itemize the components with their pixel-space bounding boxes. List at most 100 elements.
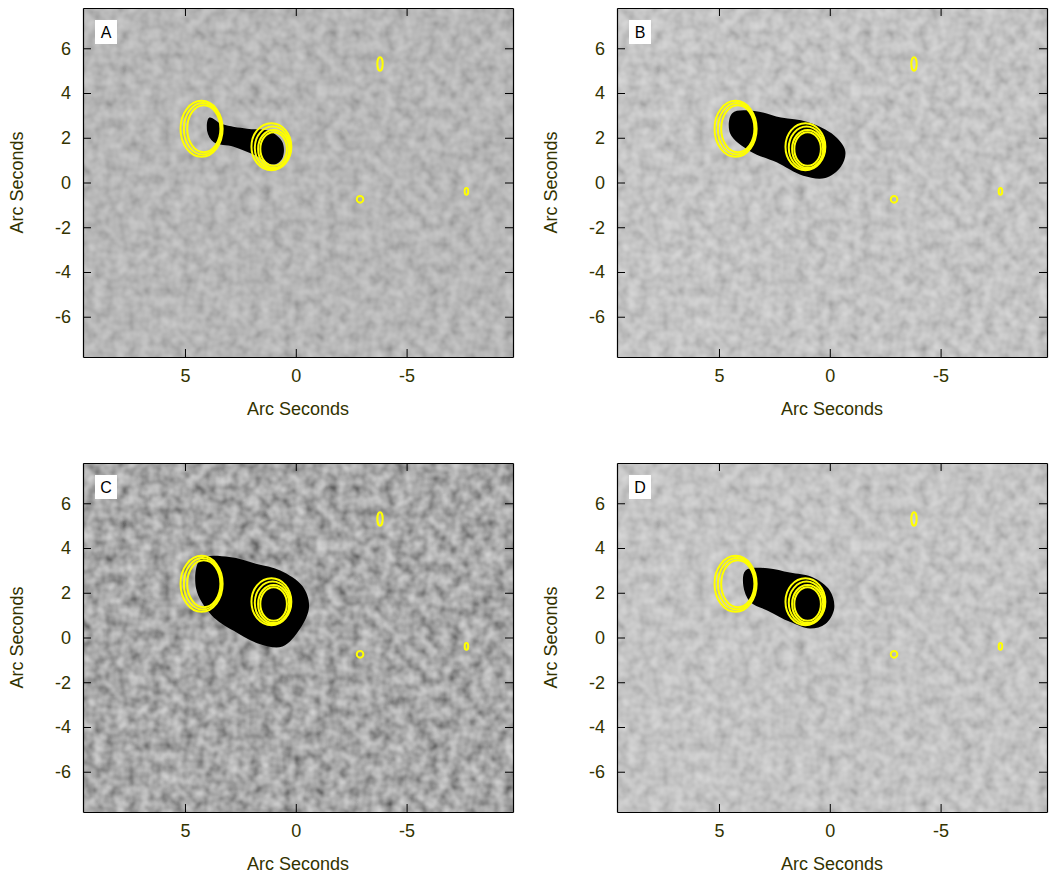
- axis-line: [618, 463, 1048, 464]
- tick-label: 4: [595, 83, 605, 103]
- tick-mark: [83, 548, 91, 549]
- tick-mark: [505, 272, 513, 273]
- tick-label: 0: [291, 821, 301, 841]
- tick-mark: [719, 349, 720, 357]
- tick-mark: [719, 804, 720, 812]
- tick: [505, 227, 513, 228]
- tick: [505, 93, 513, 94]
- contour: [377, 512, 382, 525]
- axis-line: [618, 357, 1048, 358]
- tick-mark: [407, 349, 408, 357]
- y-axis-title: Arc Seconds: [541, 586, 561, 688]
- tick: [505, 317, 513, 318]
- tick-mark: [617, 593, 625, 594]
- tick: [1039, 638, 1047, 639]
- tick: [719, 8, 720, 16]
- tick-mark: [1039, 682, 1047, 683]
- tick-label: -5: [399, 366, 415, 386]
- tick-mark: [407, 804, 408, 812]
- contour: [721, 560, 754, 607]
- axis-line: [618, 8, 1048, 9]
- x-axis-title: Arc Seconds: [247, 854, 349, 874]
- panel: 50-5-6-4-20246Arc SecondsArc SecondsB: [541, 8, 1048, 419]
- tick-label: 0: [825, 366, 835, 386]
- tick-label: -2: [589, 218, 605, 238]
- panel-label: A: [101, 24, 112, 41]
- tick-mark: [83, 138, 91, 139]
- tick-mark: [505, 638, 513, 639]
- panel-label-patch: [629, 20, 651, 44]
- tick-mark: [83, 183, 91, 184]
- tick: [1039, 593, 1047, 594]
- x-axis-top: [618, 463, 1048, 471]
- tick-mark: [1039, 48, 1047, 49]
- tick-mark: [1039, 503, 1047, 504]
- tick: 5: [714, 804, 724, 841]
- tick-mark: [617, 548, 625, 549]
- y-axis-right: [1039, 9, 1048, 358]
- y-axis: -6-4-20246: [589, 9, 625, 358]
- tick-label: -6: [55, 307, 71, 327]
- tick: -6: [55, 762, 91, 782]
- panel-label-group: D: [629, 475, 651, 499]
- tick-mark: [941, 8, 942, 16]
- tick: -4: [55, 262, 91, 282]
- contour: [999, 188, 1003, 195]
- tick: -2: [589, 218, 625, 238]
- tick-mark: [830, 463, 831, 471]
- contour: [181, 556, 223, 612]
- tick-mark: [617, 183, 625, 184]
- tick: 0: [61, 173, 91, 193]
- tick: 2: [61, 128, 91, 148]
- tick: -5: [399, 804, 415, 841]
- tick-mark: [185, 804, 186, 812]
- contour: [181, 101, 223, 157]
- tick: -4: [589, 262, 625, 282]
- tick: 5: [714, 349, 724, 386]
- tick-mark: [941, 463, 942, 471]
- noise-texture: [617, 8, 1047, 357]
- tick-mark: [185, 8, 186, 16]
- tick: -4: [55, 717, 91, 737]
- panel: 50-5-6-4-20246Arc SecondsArc SecondsC: [7, 463, 514, 874]
- tick-mark: [617, 48, 625, 49]
- tick-mark: [505, 93, 513, 94]
- contour: [718, 558, 756, 609]
- x-axis-top: [84, 8, 514, 16]
- tick-label: -5: [933, 366, 949, 386]
- tick: [1039, 48, 1047, 49]
- tick: [1039, 503, 1047, 504]
- contour: [911, 57, 916, 70]
- tick-mark: [185, 349, 186, 357]
- x-axis-title: Arc Seconds: [781, 854, 883, 874]
- axis-line: [84, 463, 514, 464]
- contour: [911, 512, 916, 525]
- tick: [1039, 272, 1047, 273]
- tick-mark: [719, 463, 720, 471]
- y-axis-right: [505, 464, 514, 813]
- tick-label: 0: [61, 173, 71, 193]
- panel-label: B: [635, 24, 646, 41]
- tick: 6: [61, 494, 91, 514]
- tick-label: -5: [399, 821, 415, 841]
- tick-mark: [296, 8, 297, 16]
- panel: 50-5-6-4-20246Arc SecondsArc SecondsA: [7, 8, 514, 419]
- tick-mark: [296, 463, 297, 471]
- y-axis-title: Arc Seconds: [541, 131, 561, 233]
- tick: 0: [825, 804, 835, 841]
- tick: [1039, 548, 1047, 549]
- tick: [1039, 93, 1047, 94]
- tick: [941, 463, 942, 471]
- tick: 4: [595, 538, 625, 558]
- noise-texture: [83, 463, 513, 812]
- contour: [251, 578, 291, 625]
- panel-label-group: B: [629, 20, 651, 44]
- tick: -5: [399, 349, 415, 386]
- tick: 5: [180, 349, 190, 386]
- tick: [1039, 772, 1047, 773]
- tick-mark: [83, 727, 91, 728]
- tick: [505, 48, 513, 49]
- tick-mark: [617, 227, 625, 228]
- tick: [505, 727, 513, 728]
- tick-mark: [83, 93, 91, 94]
